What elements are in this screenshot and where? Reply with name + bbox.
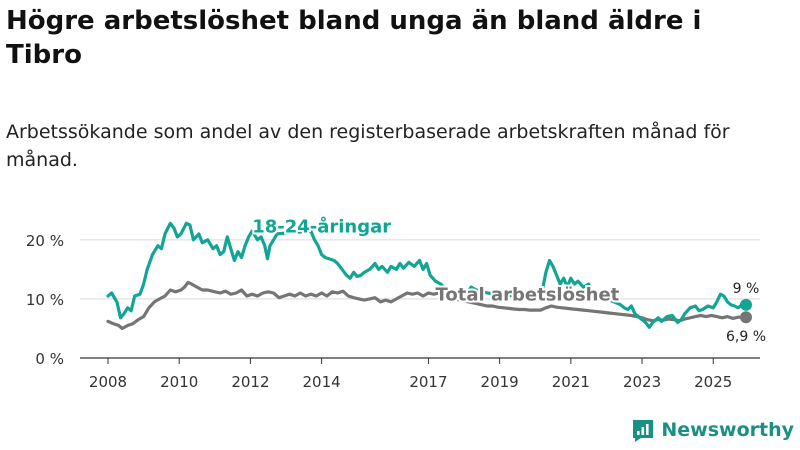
total-end-marker (740, 311, 752, 324)
chart-subtitle: Arbetssökande som andel av den registerb… (6, 121, 730, 171)
y-tick-label: 10 % (26, 291, 64, 309)
total-series-line (106, 280, 748, 331)
x-tick-label: 2021 (552, 373, 590, 391)
total-series-label: Total arbetslöshet (436, 285, 620, 306)
x-axis-tick-labels: 2008 2010 2012 2014 2017 2019 2021 2023 2025 (89, 358, 732, 391)
x-tick-label: 2023 (623, 373, 661, 391)
x-tick-label: 2012 (231, 373, 269, 391)
y-axis-tick-labels: 0 % 10 % 20 % (26, 232, 64, 368)
youth-series-label: 18-24-åringar (252, 216, 391, 238)
y-tick-label: 0 % (35, 350, 64, 368)
x-tick-label: 2010 (160, 373, 198, 391)
y-tick-label: 20 % (26, 232, 64, 250)
total-end-label: 6,9 % (726, 329, 766, 345)
x-tick-label: 2019 (481, 373, 519, 391)
x-tick-label: 2008 (89, 373, 127, 391)
series-lines (106, 221, 752, 331)
youth-end-label: 9 % (733, 281, 760, 297)
youth-series-line (106, 221, 748, 329)
x-tick-label: 2025 (694, 373, 732, 391)
x-tick-label: 2014 (303, 373, 341, 391)
series-labels: 18-24-åringar Total arbetslöshet 9 % 6,9 % (250, 214, 768, 347)
brand-name: Newsworthy (661, 419, 794, 441)
x-tick-label: 2017 (409, 373, 447, 391)
newsworthy-logo-icon (633, 420, 654, 442)
newsworthy-brand: Newsworthy (631, 418, 794, 442)
gridlines (80, 239, 760, 359)
youth-end-marker (740, 298, 752, 311)
chart-title: Högre arbetslöshet bland unga än bland ä… (6, 6, 702, 70)
